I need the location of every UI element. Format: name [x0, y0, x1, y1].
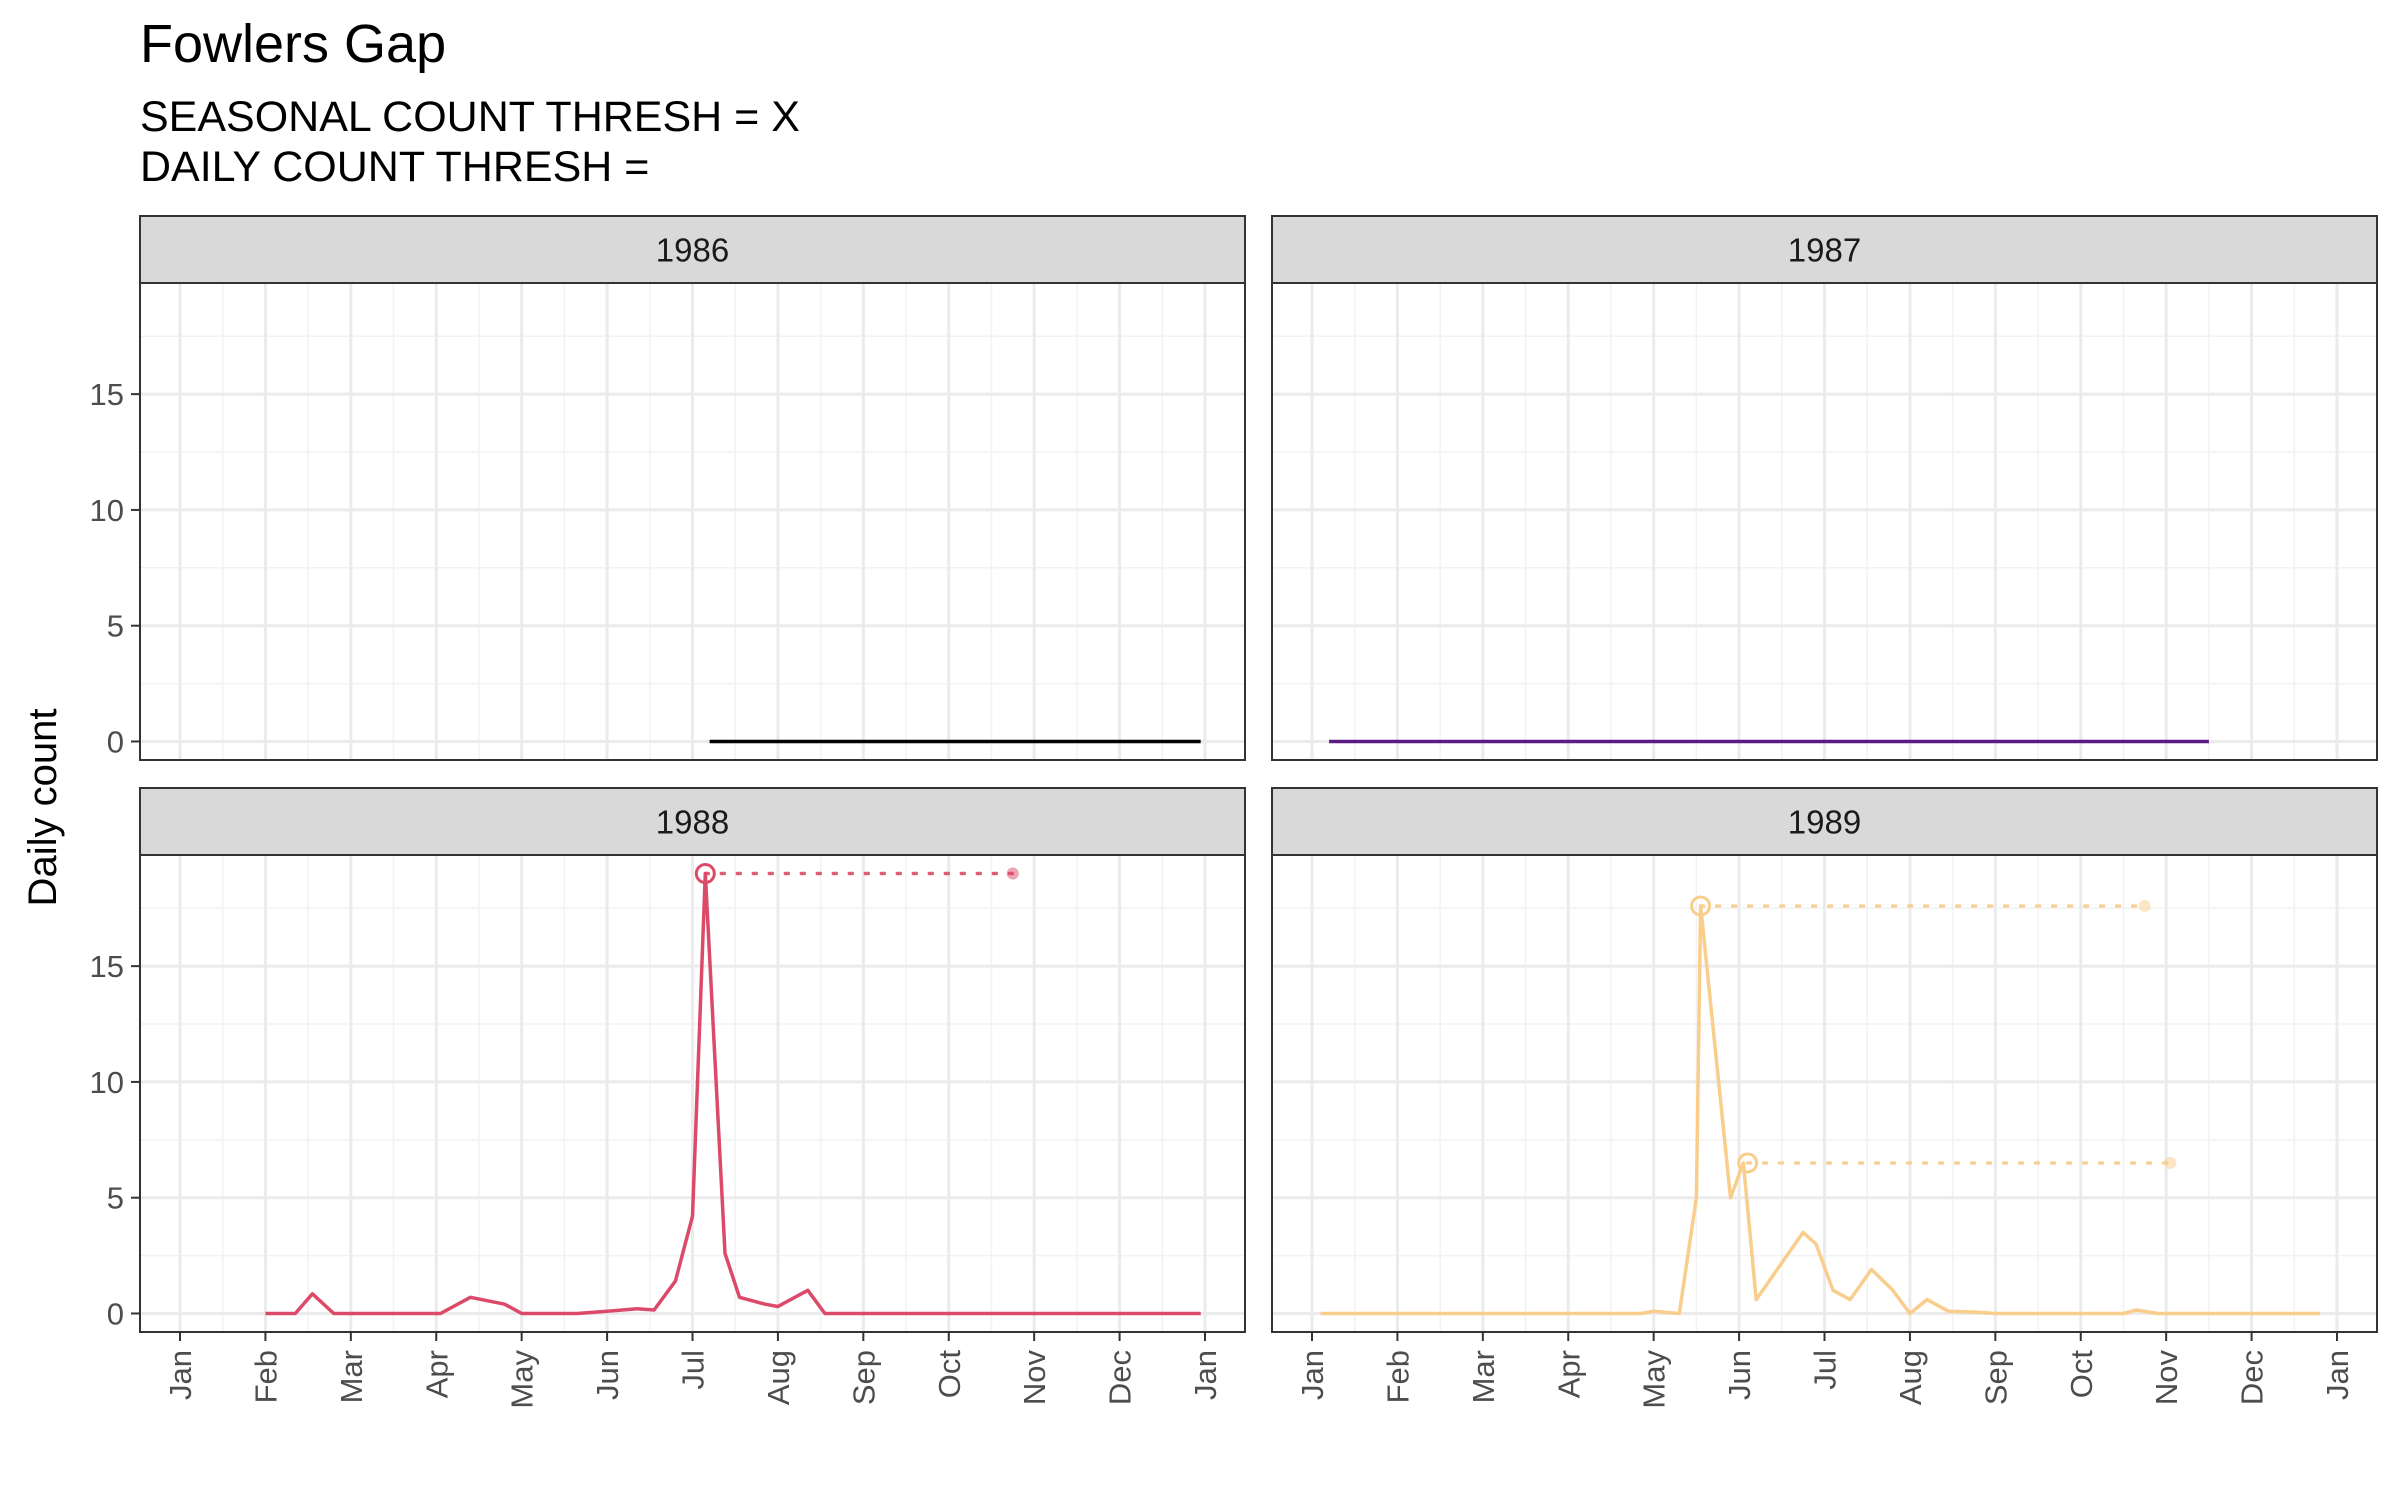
peak-marker — [1737, 1152, 1759, 1174]
y-tick-label: 5 — [107, 609, 124, 644]
daily-threshold-label: DAILY COUNT THRESH = — [140, 143, 650, 191]
x-tick-label: Nov — [1017, 1350, 1052, 1406]
x-tick-label: May — [505, 1350, 540, 1409]
x-tick-label: Apr — [419, 1350, 454, 1398]
y-tick-label: 10 — [90, 1065, 124, 1100]
y-tick-label: 0 — [107, 1296, 124, 1331]
x-tick-label: Aug — [1893, 1350, 1928, 1405]
chart-subtitle: SEASONAL COUNT THRESH = X DAILY COUNT TH… — [140, 92, 800, 192]
panel-border — [1271, 282, 2378, 761]
x-tick-label: Jul — [676, 1350, 711, 1390]
y-tick-label: 15 — [90, 949, 124, 984]
x-tick-label: Sep — [1978, 1350, 2013, 1405]
x-tick-label: Jan — [2320, 1350, 2355, 1400]
x-tick-label: Jun — [590, 1350, 625, 1400]
x-tick-label: Nov — [2149, 1350, 2184, 1406]
x-tick-label: Dec — [2235, 1350, 2270, 1405]
x-tick-label: Jan — [1295, 1350, 1330, 1400]
x-tick-label: Mar — [1466, 1350, 1501, 1403]
x-tick-label: Sep — [846, 1350, 881, 1405]
peak-end-point — [1006, 867, 1019, 880]
facet-strip-1989 — [1271, 787, 2378, 856]
y-tick-label: 10 — [90, 493, 124, 528]
facet-strip-1987 — [1271, 215, 2378, 284]
facet-panel-1987: 1987 — [1271, 215, 2378, 761]
x-tick-label: Oct — [932, 1350, 967, 1399]
x-tick-label: Apr — [1551, 1350, 1586, 1398]
y-tick-label: 15 — [90, 377, 124, 412]
peak-marker — [694, 863, 716, 885]
seasonal-threshold-label: SEASONAL COUNT THRESH = X — [140, 93, 800, 141]
x-tick-label: Jan — [163, 1350, 198, 1400]
x-tick-label: Mar — [334, 1350, 369, 1403]
facet-label-1989: 1989 — [1788, 804, 1861, 841]
series-line-1988 — [265, 871, 1201, 1316]
series-line-1989 — [1320, 904, 2320, 1316]
peak-marker — [1690, 895, 1712, 917]
x-tick-label: Dec — [1103, 1350, 1138, 1405]
facet-strip-1986 — [139, 215, 1246, 284]
facet-panel-1989: 1989 Jan Feb Mar Apr May Jun Jul Aug Sep Oct Nov Dec… — [1271, 787, 2378, 1409]
facet-panel-1986: 1986 0 5 10 15 — [90, 215, 1246, 761]
chart-title: Fowlers Gap — [140, 14, 447, 74]
x-tick-label: May — [1637, 1350, 1672, 1409]
x-tick-label: Jul — [1808, 1350, 1843, 1390]
x-tick-label: Oct — [2064, 1350, 2099, 1399]
facet-panel-1988: 1988 0 5 10 15 Jan Feb Mar Apr May Jun Jul Aug Sep Oct… — [90, 787, 1246, 1409]
facet-label-1986: 1986 — [656, 232, 729, 269]
facet-label-1988: 1988 — [656, 804, 729, 841]
y-tick-label: 5 — [107, 1181, 124, 1216]
facet-strip-1988 — [139, 787, 1246, 856]
y-tick-label: 0 — [107, 724, 124, 759]
x-tick-label: Jan — [1188, 1350, 1223, 1400]
x-tick-label: Feb — [1380, 1350, 1415, 1403]
x-tick-label: Aug — [761, 1350, 796, 1405]
facet-label-1987: 1987 — [1788, 232, 1861, 269]
x-tick-label: Feb — [248, 1350, 283, 1403]
y-axis-title: Daily count — [21, 709, 65, 907]
x-tick-label: Jun — [1722, 1350, 1757, 1400]
peak-end-point — [2138, 899, 2151, 912]
panel-border — [139, 282, 1246, 761]
peak-end-point — [2164, 1156, 2177, 1169]
